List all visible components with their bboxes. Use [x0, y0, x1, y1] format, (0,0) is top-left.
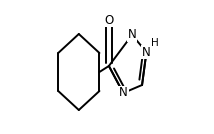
- Text: N: N: [128, 29, 136, 42]
- Text: N: N: [119, 87, 128, 100]
- Text: O: O: [104, 14, 113, 27]
- Text: N: N: [142, 46, 151, 59]
- Text: H: H: [151, 38, 158, 48]
